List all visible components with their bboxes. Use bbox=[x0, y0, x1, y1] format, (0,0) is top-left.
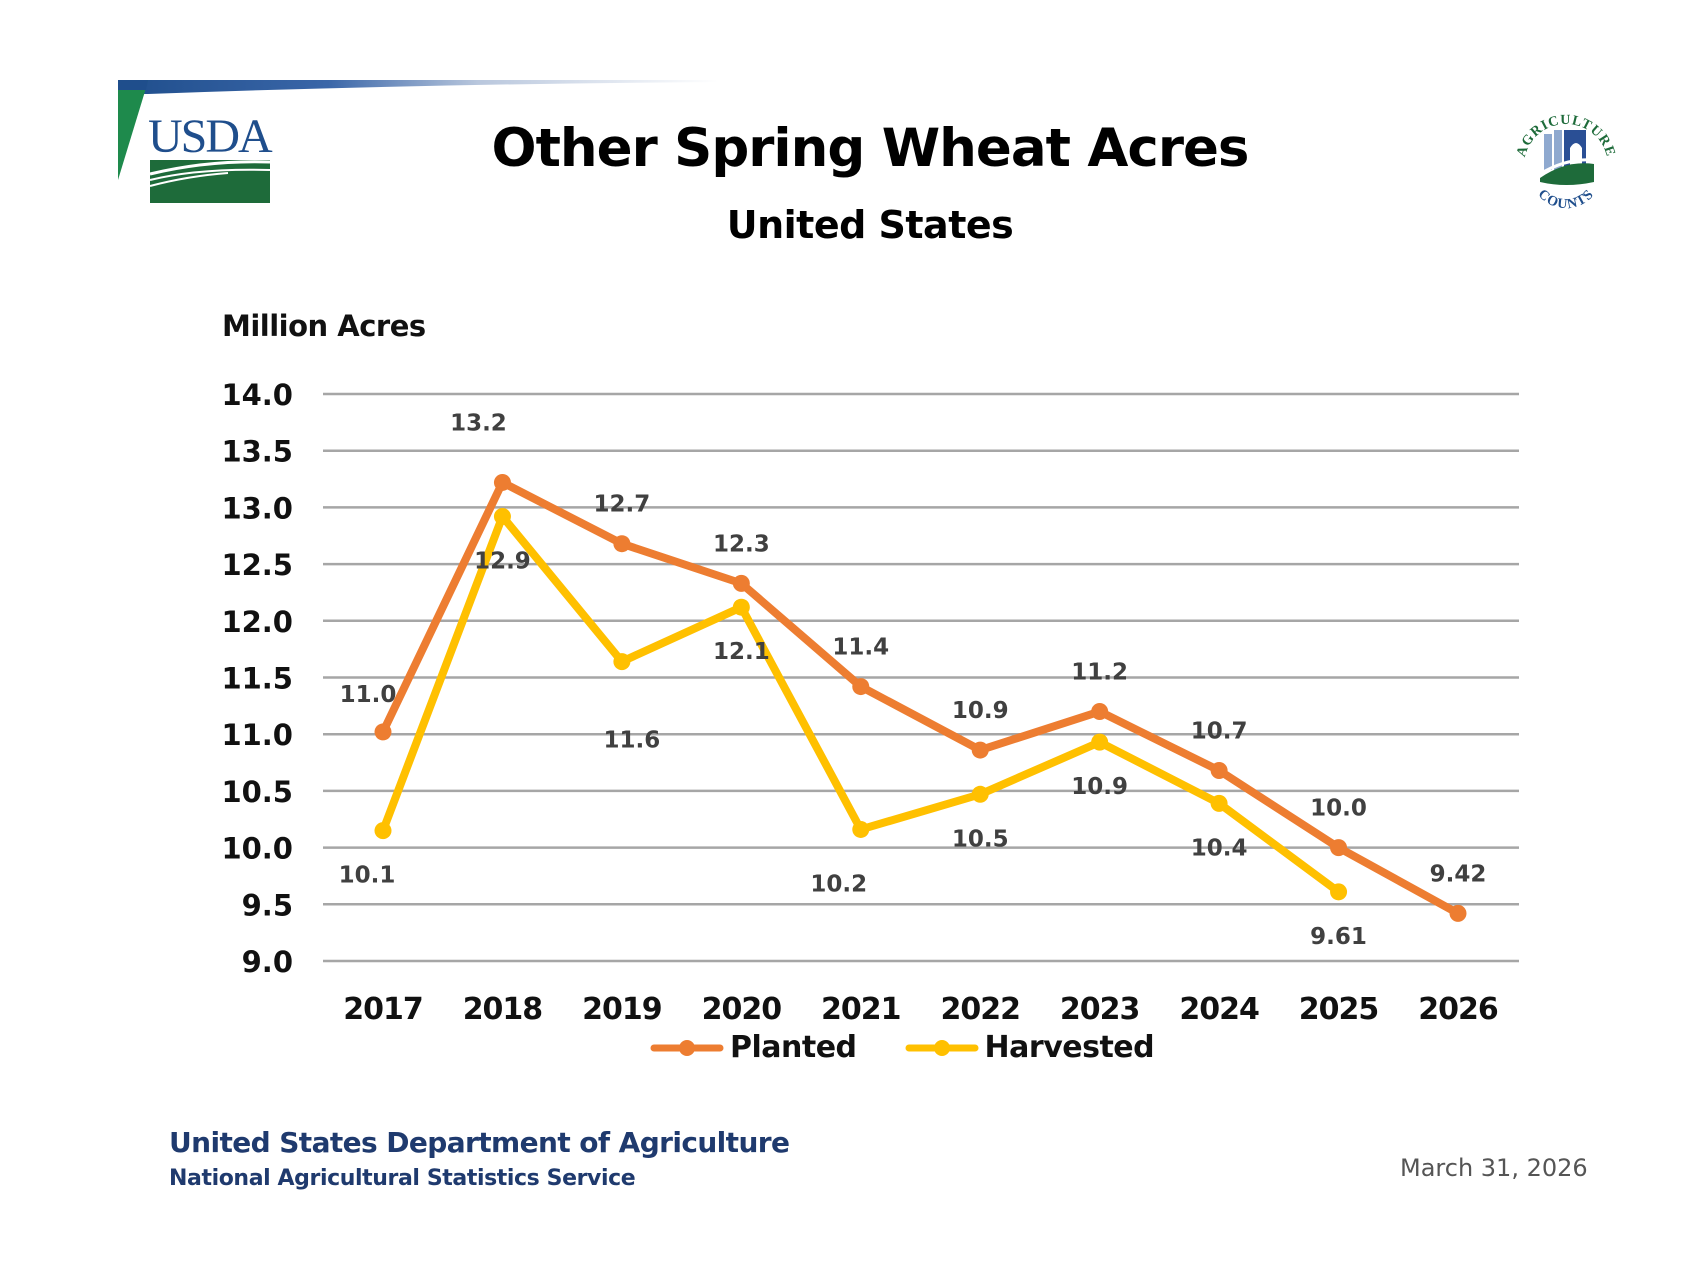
y-tick-label: 13.0 bbox=[221, 491, 293, 525]
data-label-planted: 11.0 bbox=[340, 682, 397, 708]
data-point-planted[interactable] bbox=[1330, 839, 1348, 857]
chart-subtitle: United States bbox=[726, 203, 1014, 247]
x-tick-label: 2017 bbox=[343, 992, 423, 1027]
data-point-harvested[interactable] bbox=[1091, 733, 1109, 751]
data-label-planted: 10.7 bbox=[1191, 718, 1248, 744]
data-point-harvested[interactable] bbox=[1210, 794, 1228, 812]
data-label-harvested: 10.1 bbox=[339, 863, 396, 889]
data-point-planted[interactable] bbox=[1449, 904, 1467, 922]
data-point-planted[interactable] bbox=[493, 473, 511, 491]
data-labels: 11.0 13.2 12.7 12.3 11.4 10.9 11.2 10.7 10.0 9.42… bbox=[339, 410, 1487, 949]
x-tick-label: 2023 bbox=[1060, 992, 1140, 1027]
agriculture-counts-logo-icon: AGRICULTURE COUNTS bbox=[1514, 113, 1617, 213]
footer-agency-name: National Agricultural Statistics Service bbox=[169, 1166, 636, 1191]
data-label-harvested: 9.61 bbox=[1310, 924, 1367, 950]
y-tick-label: 10.0 bbox=[221, 832, 293, 866]
legend-marker-planted-icon bbox=[650, 1039, 724, 1056]
y-axis-label: Million Acres bbox=[222, 309, 426, 343]
y-tick-label: 11.0 bbox=[221, 718, 293, 752]
data-label-planted: 11.4 bbox=[832, 635, 889, 661]
legend-item-planted[interactable]: Planted bbox=[650, 1030, 857, 1065]
x-tick-label: 2022 bbox=[940, 992, 1020, 1027]
data-label-planted: 13.2 bbox=[450, 410, 507, 436]
data-label-harvested: 10.2 bbox=[810, 871, 867, 897]
y-tick-label: 9.0 bbox=[242, 945, 293, 979]
y-tick-label: 13.5 bbox=[221, 435, 293, 469]
y-tick-label: 11.5 bbox=[221, 662, 293, 696]
x-tick-label: 2019 bbox=[582, 992, 662, 1027]
legend-marker-harvested-icon bbox=[905, 1039, 979, 1056]
release-date: March 31, 2026 bbox=[1400, 1154, 1588, 1182]
footer-org-name: United States Department of Agriculture bbox=[169, 1126, 790, 1159]
data-point-planted[interactable] bbox=[971, 741, 989, 759]
data-label-planted: 10.9 bbox=[952, 698, 1009, 724]
data-label-planted: 10.0 bbox=[1310, 796, 1367, 822]
data-label-harvested: 10.5 bbox=[952, 826, 1009, 852]
data-label-planted: 9.42 bbox=[1430, 861, 1487, 887]
x-tick-label: 2020 bbox=[702, 992, 782, 1027]
x-tick-label: 2021 bbox=[821, 992, 901, 1027]
y-tick-labels: 14.0 13.5 13.0 12.5 12.0 11.5 11.0 10.5 10.0 9.5 9… bbox=[221, 378, 293, 979]
data-label-planted: 11.2 bbox=[1071, 660, 1128, 686]
data-point-harvested[interactable] bbox=[613, 653, 631, 671]
y-tick-label: 12.5 bbox=[221, 548, 293, 582]
header-accent-bar bbox=[118, 80, 718, 94]
data-point-planted[interactable] bbox=[1091, 703, 1109, 721]
data-point-harvested[interactable] bbox=[732, 598, 750, 616]
data-label-harvested: 10.9 bbox=[1071, 774, 1128, 800]
data-label-planted: 12.7 bbox=[594, 492, 651, 518]
data-point-planted[interactable] bbox=[613, 535, 631, 553]
data-label-harvested: 12.9 bbox=[474, 548, 531, 574]
legend-label-planted: Planted bbox=[730, 1030, 857, 1065]
usda-logo-text: USDA bbox=[148, 110, 273, 163]
data-point-planted[interactable] bbox=[374, 723, 392, 741]
grid-layer bbox=[323, 392, 1519, 963]
data-point-planted[interactable] bbox=[732, 574, 750, 592]
y-tick-label: 10.5 bbox=[221, 775, 293, 809]
usda-logo-icon: USDA bbox=[118, 80, 275, 203]
x-tick-label: 2018 bbox=[463, 992, 543, 1027]
x-tick-label: 2024 bbox=[1179, 992, 1259, 1027]
series-line-planted bbox=[379, 478, 1462, 918]
data-point-planted[interactable] bbox=[1210, 761, 1228, 779]
x-tick-label: 2025 bbox=[1299, 992, 1379, 1027]
y-tick-label: 9.5 bbox=[242, 888, 293, 922]
data-label-harvested: 12.1 bbox=[713, 639, 770, 665]
legend: Planted Harvested bbox=[650, 1030, 1155, 1065]
x-tick-labels: 2017 2018 2019 2020 2021 2022 2023 2024 2025 2026 bbox=[343, 992, 1499, 1027]
data-label-harvested: 10.4 bbox=[1191, 835, 1248, 861]
chart-title: Other Spring Wheat Acres bbox=[491, 118, 1250, 179]
y-tick-label: 14.0 bbox=[221, 378, 293, 412]
legend-item-harvested[interactable]: Harvested bbox=[905, 1030, 1155, 1065]
data-point-harvested[interactable] bbox=[493, 507, 511, 525]
series-layer bbox=[374, 473, 1467, 922]
legend-label-harvested: Harvested bbox=[984, 1030, 1155, 1065]
data-label-harvested: 11.6 bbox=[604, 728, 661, 754]
data-point-harvested[interactable] bbox=[852, 820, 870, 838]
y-tick-label: 12.0 bbox=[221, 605, 293, 639]
data-point-harvested[interactable] bbox=[971, 785, 989, 803]
x-tick-label: 2026 bbox=[1418, 992, 1498, 1027]
data-point-harvested[interactable] bbox=[374, 822, 392, 840]
data-point-harvested[interactable] bbox=[1330, 883, 1348, 901]
data-label-planted: 12.3 bbox=[713, 531, 770, 557]
data-point-planted[interactable] bbox=[852, 678, 870, 696]
